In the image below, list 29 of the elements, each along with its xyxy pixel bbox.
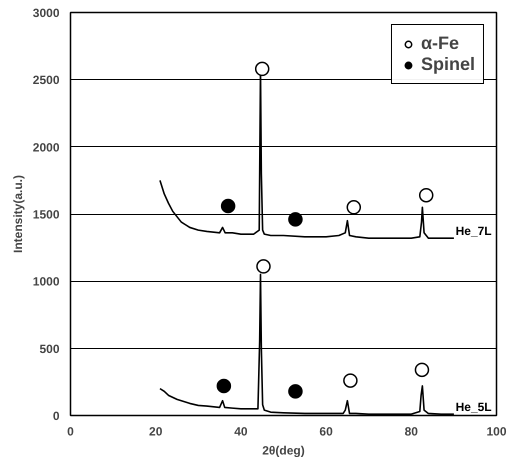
point xyxy=(346,200,362,215)
y-tick-label: 2500 xyxy=(32,73,60,88)
x-tick-label: 0 xyxy=(67,424,74,438)
legend-label: α-Fe xyxy=(420,33,460,54)
y-tick-label: 500 xyxy=(39,342,60,356)
series-label: He_5L xyxy=(456,400,492,414)
x-tick-label: 100 xyxy=(486,424,507,438)
x-tick-label: 60 xyxy=(319,424,334,438)
x-tick-label: 40 xyxy=(234,424,248,438)
x-tick-label: 80 xyxy=(404,424,418,438)
y-tick-label: 3000 xyxy=(32,6,60,20)
y-tick-label: 1500 xyxy=(32,208,60,222)
y-axis-title: Intensity(a.u.) xyxy=(10,174,25,254)
point xyxy=(220,198,236,214)
x-tick-label: 20 xyxy=(149,424,163,438)
point xyxy=(256,259,271,274)
y-tick-label: 1000 xyxy=(32,274,60,289)
y-tick-label: 0 xyxy=(52,409,60,423)
point xyxy=(343,373,358,388)
legend-label: Spinel xyxy=(420,54,475,75)
point xyxy=(414,362,430,378)
x-axis-title: 2θ(deg) xyxy=(262,444,305,458)
point xyxy=(288,384,303,399)
y-tick-label: 2000 xyxy=(32,140,60,154)
point xyxy=(216,378,232,394)
point xyxy=(418,188,434,202)
point xyxy=(288,212,303,227)
point xyxy=(254,62,270,76)
series-label: He_7L xyxy=(456,224,492,238)
